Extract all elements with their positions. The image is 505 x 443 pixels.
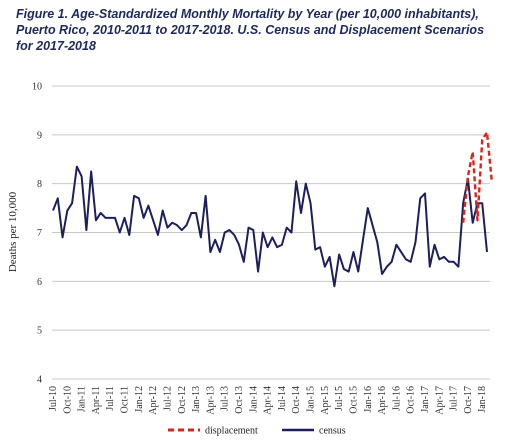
x-tick-label: Jul-16 — [391, 386, 402, 411]
x-tick-label: Oct-11 — [120, 386, 131, 413]
x-tick-label: Jan-15 — [306, 386, 317, 413]
y-tick-labels: 4 5 6 7 8 9 10 — [32, 82, 42, 386]
x-tick-label: Apr-15 — [320, 386, 331, 415]
y-tick-label: 4 — [37, 375, 42, 386]
series-line-census — [52, 165, 488, 288]
legend-label-census: census — [319, 426, 346, 437]
y-tick-label: 8 — [37, 179, 42, 190]
x-tick-label: Oct-16 — [406, 386, 417, 414]
x-tick-label: Oct-17 — [463, 386, 474, 414]
x-tick-label: Jan-12 — [134, 386, 145, 413]
x-tick-label: Jul-10 — [48, 386, 59, 411]
x-tick-label: Jul-11 — [105, 386, 116, 411]
x-tick-label: Oct-13 — [234, 386, 245, 414]
x-tick-label: Oct-10 — [62, 386, 73, 414]
x-tick-labels: Jul-10 Oct-10 Jan-11 Apr-11 Jul-11 Oct-11 Jan-… — [48, 386, 488, 415]
x-tick-label: Oct-15 — [348, 386, 359, 414]
y-tick-label: 10 — [32, 82, 42, 93]
x-tick-label: Jan-16 — [363, 386, 374, 413]
y-tick-label: 5 — [37, 326, 42, 337]
y-tick-label: 6 — [37, 277, 42, 288]
y-axis-title: Deaths per 10,000 — [7, 191, 19, 272]
legend: displacement census — [168, 426, 346, 437]
y-tick-label: 7 — [37, 228, 42, 239]
x-tick-label: Oct-12 — [177, 386, 188, 414]
x-tick-label: Jan-13 — [191, 386, 202, 413]
grid-lines — [52, 85, 490, 380]
x-tick-label: Apr-16 — [377, 386, 388, 415]
x-tick-label: Jan-14 — [248, 386, 259, 413]
x-tick-label: Jul-15 — [334, 386, 345, 411]
x-tick-label: Apr-11 — [91, 386, 102, 414]
x-tick-label: Jul-17 — [449, 386, 460, 411]
x-tick-label: Jan-18 — [477, 386, 488, 413]
series-lines — [52, 131, 493, 288]
x-tick-label: Jul-13 — [220, 386, 231, 411]
chart-title: Figure 1. Age-Standardized Monthly Morta… — [16, 7, 485, 53]
series-line-displacement — [461, 131, 493, 223]
x-tick-label: Apr-14 — [263, 386, 274, 415]
x-tick-label: Apr-17 — [434, 386, 445, 415]
x-tick-label: Jul-14 — [277, 386, 288, 411]
legend-label-displacement: displacement — [205, 426, 258, 437]
x-tick-label: Oct-14 — [291, 386, 302, 414]
x-tick-label: Apr-13 — [205, 386, 216, 415]
x-tick-label: Jan-17 — [420, 386, 431, 413]
x-tick-label: Apr-12 — [148, 386, 159, 415]
x-tick-label: Jan-11 — [77, 386, 88, 412]
x-tick-label: Jul-12 — [162, 386, 173, 411]
y-tick-label: 9 — [37, 130, 42, 141]
